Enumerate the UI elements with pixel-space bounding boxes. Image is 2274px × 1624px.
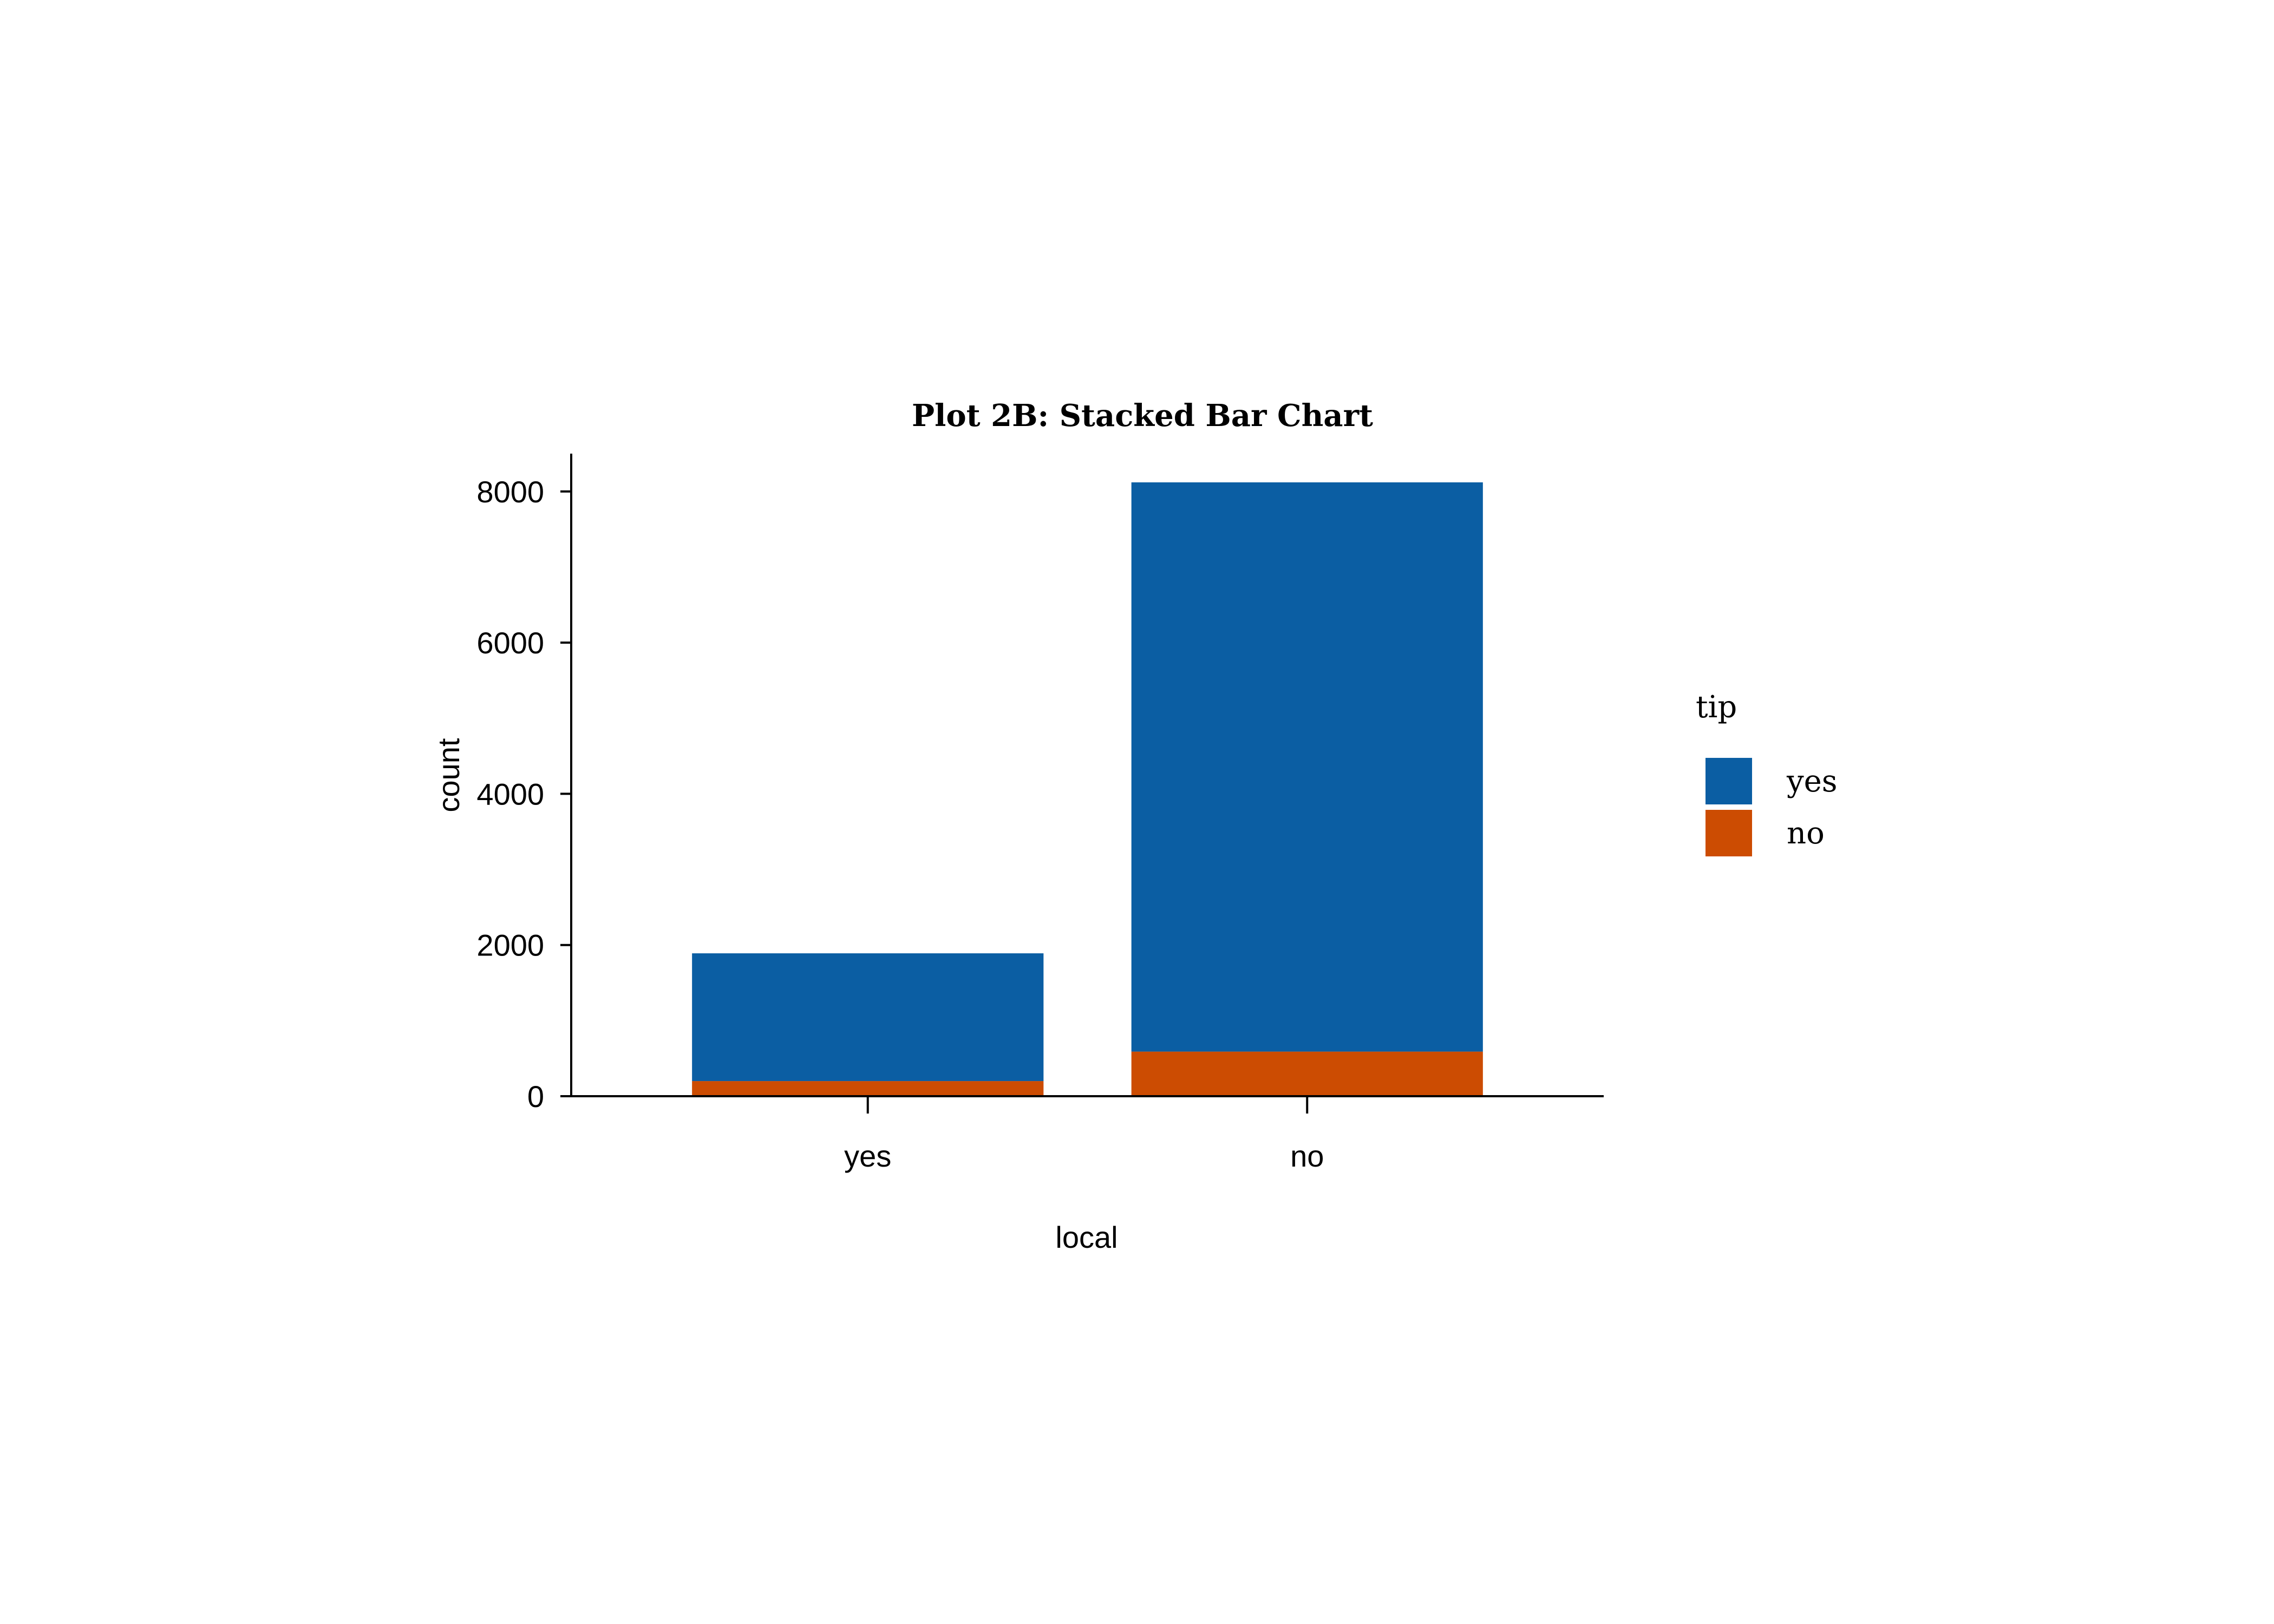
x-axis-title: local xyxy=(1055,1220,1118,1254)
y-tick-label: 8000 xyxy=(476,475,544,509)
bar-no-tip-yes xyxy=(1131,482,1483,1052)
legend-label-yes: yes xyxy=(1786,764,1838,799)
x-ticks: yes no xyxy=(844,1096,1324,1173)
y-ticks: 0 2000 4000 6000 8000 xyxy=(476,475,571,1114)
y-tick-label: 2000 xyxy=(476,928,544,962)
y-axis-title: count xyxy=(432,738,466,812)
x-tick-label: no xyxy=(1290,1139,1324,1173)
bar-no-tip-no xyxy=(1131,1051,1483,1096)
legend-label-no: no xyxy=(1787,816,1825,851)
chart-title: Plot 2B: Stacked Bar Chart xyxy=(912,398,1373,434)
y-tick-label: 6000 xyxy=(476,626,544,660)
legend-entries: yes no xyxy=(1706,758,1838,856)
bar-yes-tip-yes xyxy=(692,953,1044,1082)
bars xyxy=(692,482,1483,1096)
y-tick-label: 0 xyxy=(527,1079,544,1114)
legend-swatch-no xyxy=(1706,810,1752,856)
legend: tip yes no xyxy=(1696,690,1838,856)
legend-swatch-yes xyxy=(1706,758,1752,804)
legend-title: tip xyxy=(1696,690,1737,725)
x-tick-label: yes xyxy=(844,1139,891,1173)
bar-yes-tip-no xyxy=(692,1081,1044,1096)
y-tick-label: 4000 xyxy=(476,777,544,811)
